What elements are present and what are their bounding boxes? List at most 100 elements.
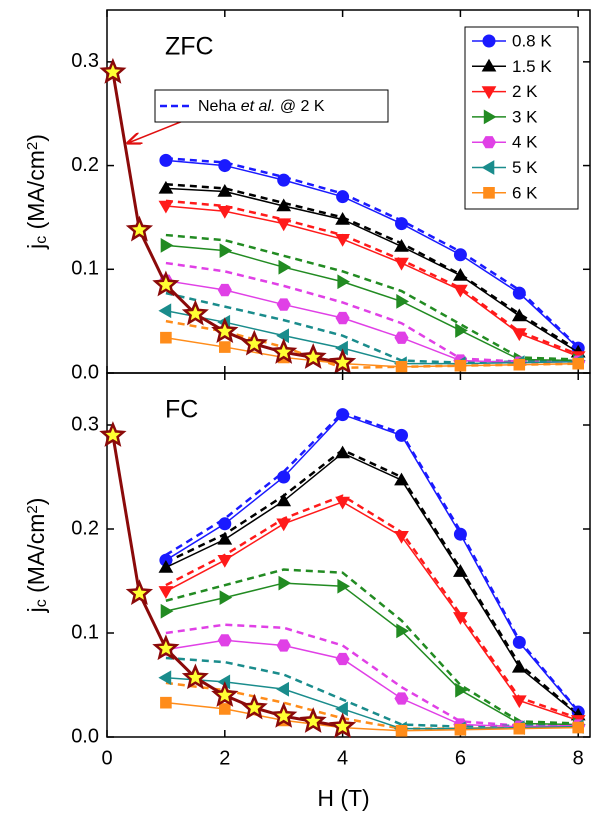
x-tick-label: 8	[573, 747, 584, 769]
marker	[396, 623, 409, 639]
marker	[276, 218, 292, 232]
series-line	[165, 310, 579, 365]
y-axis-label-part: c	[33, 599, 50, 607]
marker	[455, 323, 468, 338]
y-axis-label: jc (MA/cm2)	[23, 134, 50, 250]
marker	[158, 200, 174, 214]
marker	[217, 531, 233, 545]
marker	[217, 283, 232, 297]
marker	[159, 153, 173, 167]
y-axis-label: jc (MA/cm2)	[23, 498, 50, 614]
note-part: et al.	[241, 98, 276, 115]
marker	[511, 659, 527, 673]
marker	[335, 234, 350, 247]
marker	[276, 298, 291, 311]
marker	[481, 58, 497, 72]
marker	[158, 670, 172, 686]
marker	[572, 721, 584, 734]
marker	[337, 274, 351, 290]
y-tick-label: 0.0	[71, 361, 99, 383]
marker	[160, 238, 174, 253]
series-line	[165, 187, 579, 353]
marker	[270, 338, 298, 364]
marker	[481, 86, 497, 100]
marker	[511, 328, 527, 342]
y-axis-label-part: )	[23, 498, 49, 506]
marker	[394, 239, 409, 252]
marker	[572, 357, 584, 370]
y-axis-label-part: 2	[24, 142, 41, 150]
marker	[394, 692, 409, 705]
marker	[336, 190, 350, 204]
marker	[276, 328, 289, 344]
marker	[158, 560, 174, 573]
marker	[217, 206, 233, 219]
marker	[160, 331, 172, 344]
marker	[240, 693, 268, 720]
legend-label: 3 K	[512, 107, 538, 126]
legend-label: 1.5 K	[512, 57, 552, 76]
marker	[240, 329, 268, 356]
y-tick-label: 0.1	[71, 621, 99, 643]
marker	[276, 681, 289, 697]
marker	[158, 180, 174, 194]
series-line	[165, 701, 579, 732]
series-line	[165, 413, 579, 713]
marker	[453, 527, 467, 541]
marker	[219, 590, 233, 605]
dashed-line	[165, 411, 580, 712]
marker	[336, 408, 350, 422]
marker	[218, 517, 232, 531]
marker	[395, 428, 409, 442]
marker	[125, 215, 154, 242]
series-line	[165, 501, 579, 722]
marker	[453, 564, 468, 577]
panel-label: FC	[165, 396, 198, 424]
marker	[276, 518, 292, 532]
dashed-line	[165, 448, 580, 716]
x-tick-label: 4	[337, 747, 348, 769]
marker	[453, 284, 468, 298]
marker	[278, 259, 292, 275]
marker	[483, 187, 495, 199]
marker	[217, 183, 233, 197]
y-axis-label-part: j	[23, 607, 49, 613]
legend-label: 6 K	[512, 183, 538, 202]
dashed-line	[165, 494, 579, 720]
marker	[337, 578, 351, 594]
marker	[160, 603, 174, 619]
marker	[217, 634, 232, 647]
x-tick-label: 6	[455, 747, 466, 769]
marker	[276, 493, 292, 507]
marker	[335, 496, 350, 510]
note-text: Neha et al. @ 2 K	[198, 98, 325, 115]
marker	[394, 331, 409, 344]
marker	[335, 652, 350, 666]
marker	[219, 341, 231, 353]
marker	[394, 257, 409, 271]
marker	[181, 663, 209, 690]
marker	[511, 695, 527, 709]
marker	[299, 707, 327, 733]
annotation-arrow	[128, 120, 184, 143]
marker	[152, 634, 180, 661]
marker	[453, 248, 467, 262]
y-axis-label-part: 2	[24, 505, 41, 513]
marker	[219, 243, 233, 258]
marker	[394, 531, 409, 544]
marker	[395, 725, 408, 737]
marker	[455, 682, 468, 698]
marker	[299, 343, 327, 369]
plot-frame	[106, 372, 591, 738]
y-axis-label-part: )	[23, 134, 49, 142]
y-axis-label-part: (MA/cm	[23, 514, 49, 600]
marker	[158, 586, 174, 599]
series-line	[165, 336, 579, 368]
marker	[276, 639, 291, 652]
marker	[454, 359, 467, 372]
series-line	[165, 452, 579, 716]
dashed-line	[165, 623, 579, 727]
series-line	[165, 205, 579, 358]
x-tick-label: 0	[101, 747, 112, 769]
